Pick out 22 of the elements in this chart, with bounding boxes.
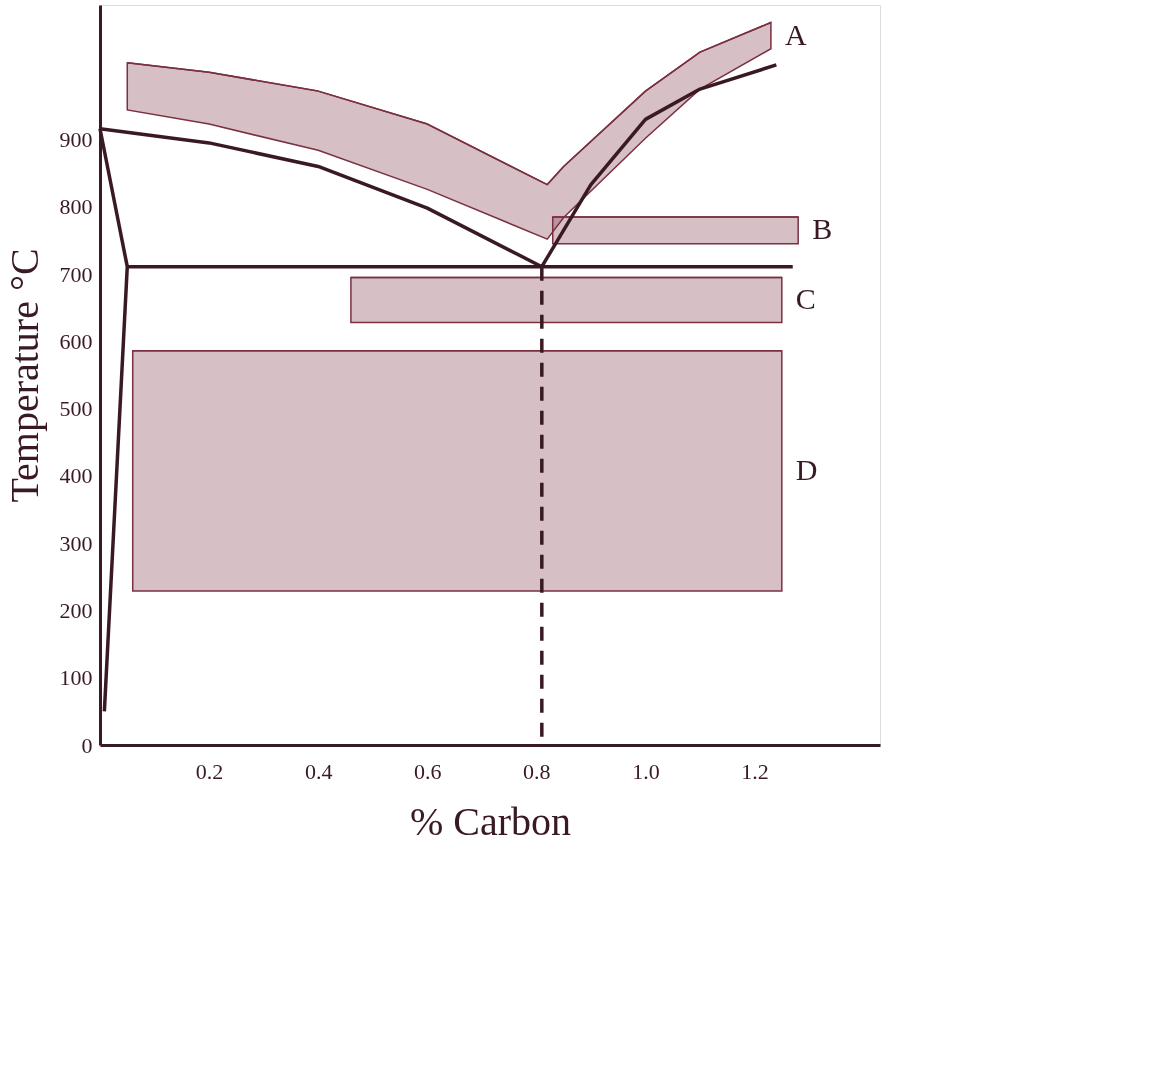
x-tick-label: 1.2 bbox=[741, 758, 769, 784]
y-tick-label: 100 bbox=[59, 665, 93, 691]
annotation: C bbox=[795, 281, 816, 315]
annotation: A bbox=[784, 17, 807, 51]
y-tick-label: 800 bbox=[59, 194, 93, 220]
y-tick-label: 500 bbox=[59, 396, 93, 422]
y-axis-title: Temperature °C bbox=[1, 248, 47, 503]
x-tick-label: 0.4 bbox=[304, 758, 333, 784]
annotation: B bbox=[812, 212, 833, 246]
y-tick-label: 200 bbox=[59, 597, 93, 623]
y-tick-label: 300 bbox=[59, 530, 93, 556]
x-tick-label: 1.0 bbox=[632, 758, 660, 784]
y-tick-label: 400 bbox=[59, 463, 93, 489]
x-tick-label: 0.8 bbox=[523, 758, 551, 784]
y-tick-label: 900 bbox=[59, 127, 93, 153]
x-tick-label: 0.2 bbox=[195, 758, 224, 784]
annotation: D bbox=[795, 452, 818, 486]
x-tick-label: 0.6 bbox=[414, 758, 442, 784]
x-axis-title: % Carbon bbox=[409, 798, 572, 844]
y-tick-label: 600 bbox=[59, 328, 93, 354]
y-tick-label: 0 bbox=[81, 732, 93, 758]
y-tick-label: 700 bbox=[59, 261, 93, 287]
